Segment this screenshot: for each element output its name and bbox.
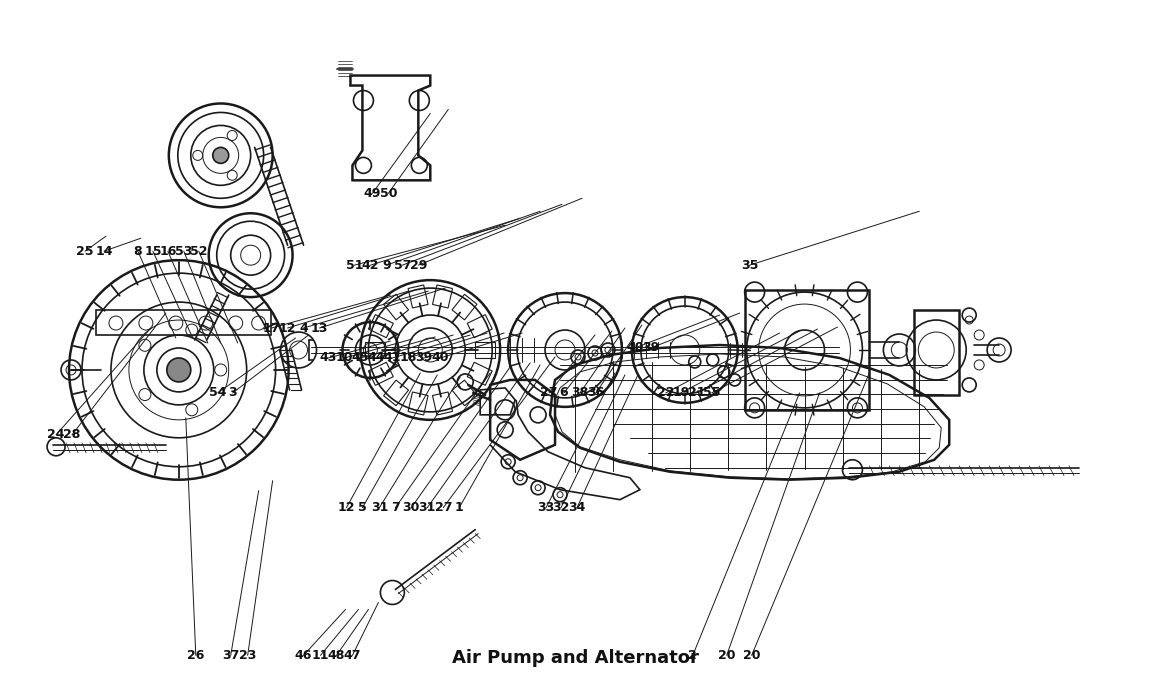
- Text: 39: 39: [642, 342, 659, 354]
- Text: 11: 11: [312, 649, 329, 662]
- Text: 44: 44: [368, 352, 385, 365]
- Text: 31: 31: [370, 501, 388, 514]
- Text: 35: 35: [741, 259, 758, 272]
- Text: 46: 46: [294, 649, 313, 662]
- Circle shape: [167, 358, 191, 382]
- Text: 4: 4: [299, 322, 308, 335]
- Text: 31: 31: [419, 501, 436, 514]
- Text: 47: 47: [344, 649, 361, 662]
- Circle shape: [213, 148, 229, 163]
- Text: 36: 36: [588, 387, 605, 400]
- Text: 22: 22: [657, 387, 675, 400]
- Text: 5: 5: [358, 501, 367, 514]
- Text: 20: 20: [743, 649, 760, 662]
- Text: 28: 28: [63, 428, 80, 441]
- Text: 1: 1: [455, 501, 463, 514]
- Text: 27: 27: [435, 501, 452, 514]
- Text: 20: 20: [718, 649, 736, 662]
- Text: 49: 49: [363, 187, 381, 200]
- Text: 30: 30: [402, 501, 420, 514]
- Text: 23: 23: [239, 649, 256, 662]
- Text: 32: 32: [552, 501, 569, 514]
- Text: 34: 34: [568, 501, 585, 514]
- Text: 40: 40: [626, 342, 644, 354]
- Text: 12: 12: [278, 322, 297, 335]
- Text: 3: 3: [229, 387, 237, 400]
- Text: 53: 53: [175, 245, 192, 257]
- Text: 25: 25: [76, 245, 94, 257]
- Text: 18: 18: [400, 352, 417, 365]
- Text: 10: 10: [336, 352, 353, 365]
- Text: 29: 29: [409, 259, 427, 272]
- Text: 40: 40: [431, 352, 448, 365]
- Text: 50: 50: [380, 187, 397, 200]
- Text: 43: 43: [320, 352, 337, 365]
- Text: Air Pump and Alternator: Air Pump and Alternator: [452, 650, 698, 667]
- Text: 41: 41: [384, 352, 401, 365]
- Text: 38: 38: [572, 387, 589, 400]
- Text: 33: 33: [537, 501, 554, 514]
- Text: 27: 27: [540, 387, 558, 400]
- Text: 7: 7: [391, 501, 400, 514]
- Text: 52: 52: [190, 245, 207, 257]
- Text: 16: 16: [159, 245, 176, 257]
- Text: 57: 57: [393, 259, 411, 272]
- Text: 55: 55: [703, 387, 720, 400]
- Text: 17: 17: [263, 322, 281, 335]
- Text: 8: 8: [133, 245, 143, 257]
- Text: 51: 51: [346, 259, 363, 272]
- Text: 12: 12: [338, 501, 355, 514]
- Text: 14: 14: [95, 245, 113, 257]
- Text: 19: 19: [672, 387, 690, 400]
- Text: 54: 54: [209, 387, 227, 400]
- Text: 42: 42: [361, 259, 380, 272]
- Text: 45: 45: [352, 352, 369, 365]
- Text: 21: 21: [688, 387, 705, 400]
- Text: 13: 13: [310, 322, 328, 335]
- Text: 37: 37: [222, 649, 239, 662]
- Text: 2: 2: [689, 649, 697, 662]
- Text: 9: 9: [382, 259, 391, 272]
- Text: 48: 48: [328, 649, 345, 662]
- Text: 24: 24: [47, 428, 64, 441]
- Text: 6: 6: [560, 387, 568, 400]
- Text: 26: 26: [187, 649, 205, 662]
- Text: 39: 39: [415, 352, 432, 365]
- Text: 15: 15: [144, 245, 162, 257]
